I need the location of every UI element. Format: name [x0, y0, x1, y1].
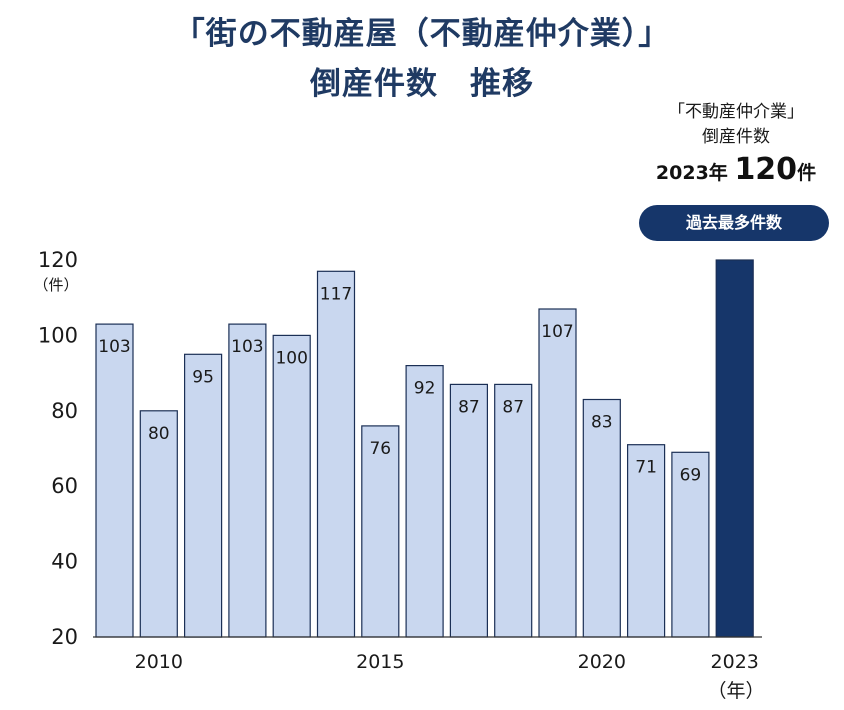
x-tick-label-2020: 2020	[578, 651, 626, 673]
bar-value-label-2009: 103	[98, 337, 130, 357]
bar-value-label-2020: 83	[591, 413, 613, 433]
bar-2014	[316, 270, 356, 638]
bar-2022	[671, 451, 710, 638]
bar-2013	[272, 334, 311, 638]
x-axis: 2010 2015 2020 2023	[135, 651, 759, 673]
y-tick-label-60: 60	[51, 474, 78, 498]
x-tick-label-2010: 2010	[135, 651, 183, 673]
bar-2023	[715, 259, 754, 638]
y-tick-label-20: 20	[51, 625, 78, 649]
chart-title-line-2: 倒産件数 推移	[310, 66, 534, 102]
bar-value-label-2011: 95	[192, 367, 214, 387]
callout-value: 2023年 120件	[636, 152, 836, 187]
bar-value-label-2010: 80	[148, 424, 170, 444]
y-tick-label-120: 120	[38, 248, 78, 272]
bar-2011	[184, 353, 223, 638]
bar-2017	[449, 383, 488, 638]
bar-2010	[139, 410, 178, 638]
bar-2016	[405, 365, 444, 638]
x-tick-label-2023: 2023	[711, 651, 759, 673]
bar-value-label-2012: 103	[231, 337, 263, 357]
y-tick-label-80: 80	[51, 399, 78, 423]
bar-value-label-2015: 76	[369, 439, 391, 459]
bar-value-label-2018: 87	[502, 397, 524, 417]
bar-value-label-2014: 117	[320, 284, 352, 304]
y-axis-unit-label: （件）	[33, 276, 78, 294]
chart-title-line-1: 「街の不動産屋（不動産仲介業）」	[173, 16, 671, 52]
bar-value-label-2019: 107	[541, 322, 573, 342]
callout-year: 2023年	[655, 162, 728, 184]
x-axis-unit-label: （年）	[707, 680, 764, 702]
bar-2009	[95, 323, 134, 638]
bar-2020	[582, 398, 621, 638]
bar-value-label-2017: 87	[458, 397, 480, 417]
bar-2012	[228, 323, 267, 638]
x-tick-label-2015: 2015	[356, 651, 404, 673]
y-tick-label-40: 40	[51, 550, 78, 574]
callout-count: 120	[734, 152, 798, 187]
record-high-badge: 過去最多件数	[639, 205, 829, 241]
bar-value-label-2013: 100	[275, 348, 307, 368]
bar-value-label-2016: 92	[414, 379, 436, 399]
bars-group: 103 80 95 103 100 117 76 92 87 87 107 83 71 69	[95, 259, 754, 638]
bar-2019	[538, 308, 577, 638]
bar-2018	[494, 383, 533, 638]
callout-industry: 「不動産仲介業」	[668, 102, 804, 122]
y-tick-label-100: 100	[38, 323, 78, 347]
callout-metric: 倒産件数	[702, 127, 770, 147]
bar-value-label-2021: 71	[635, 458, 657, 478]
callout-unit: 件	[797, 162, 817, 184]
bar-value-label-2022: 69	[680, 465, 702, 485]
y-axis: 20 40 60 80 100 120	[38, 248, 78, 649]
